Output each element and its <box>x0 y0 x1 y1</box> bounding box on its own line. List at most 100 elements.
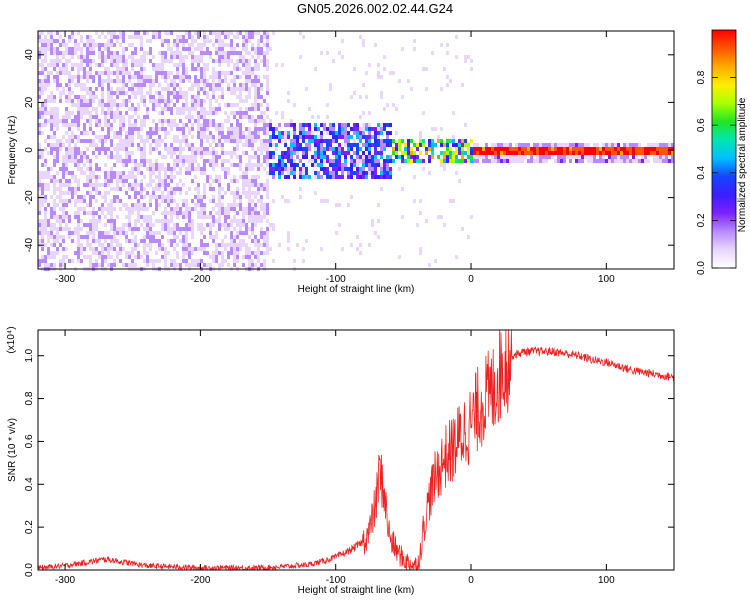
spectrogram-cell <box>206 91 209 95</box>
spectrogram-cell <box>482 151 485 155</box>
spectrogram-cell <box>176 47 179 51</box>
spectrogram-cell <box>98 187 101 191</box>
spectrogram-cell <box>83 55 86 59</box>
spectrogram-cell <box>170 215 173 219</box>
spectrogram-cell <box>212 223 215 227</box>
spectrogram-cell <box>479 159 482 163</box>
spectrogram-cell <box>158 35 161 39</box>
spectrogram-cell <box>71 79 74 83</box>
spectrogram-cell <box>200 67 203 71</box>
spectrogram-cell <box>200 75 203 79</box>
spectrogram-cell <box>266 219 269 223</box>
spectrogram-cell <box>329 159 332 163</box>
spectrogram-cell <box>266 75 269 79</box>
spectrogram-cell <box>653 159 656 163</box>
spectrogram-cell <box>362 175 365 179</box>
spectrogram-cell <box>239 71 242 75</box>
spectrogram-cell <box>395 183 398 187</box>
spectrogram-cell <box>212 219 215 223</box>
spectrogram-cell <box>305 175 308 179</box>
spectrogram-cell <box>455 131 458 135</box>
spectrogram-cell <box>179 63 182 67</box>
spectrogram-cell <box>53 191 56 195</box>
spectrogram-cell <box>272 151 275 155</box>
spectrogram-cell <box>233 219 236 223</box>
spectrogram-cell <box>164 87 167 91</box>
spectrogram-cell <box>83 79 86 83</box>
spectrogram-cell <box>662 155 665 159</box>
spectrogram-cell <box>470 139 473 143</box>
spectrogram-cell <box>182 239 185 243</box>
spectrogram-cell <box>119 131 122 135</box>
spectrogram-cell <box>53 67 56 71</box>
spectrogram-cell <box>77 123 80 127</box>
spectrogram-cell <box>152 123 155 127</box>
spectrogram-cell <box>56 83 59 87</box>
spectrogram-cell <box>242 211 245 215</box>
spectrogram-cell <box>257 95 260 99</box>
spectrogram-cell <box>209 163 212 167</box>
spectrogram-cell <box>56 155 59 159</box>
spectrogram-cell <box>110 239 113 243</box>
spectrogram-cell <box>284 123 287 127</box>
spectrogram-cell <box>122 239 125 243</box>
spectrogram-cell <box>266 35 269 39</box>
spectrogram-cell <box>371 127 374 131</box>
spectrogram-cell <box>89 123 92 127</box>
spectrogram-cell <box>116 63 119 67</box>
spectrogram-cell <box>479 151 482 155</box>
spectrogram-cell <box>113 35 116 39</box>
spectrogram-cell <box>68 199 71 203</box>
spectrogram-cell <box>68 159 71 163</box>
spectrogram-cell <box>125 63 128 67</box>
spectrogram-cell <box>149 83 152 87</box>
spectrogram-cell <box>86 235 89 239</box>
spectrogram-cell <box>245 219 248 223</box>
spectrogram-cell <box>179 247 182 251</box>
spectrogram-cell <box>89 95 92 99</box>
spectrogram-cell <box>209 91 212 95</box>
spectrogram-cell <box>296 243 299 247</box>
spectrogram-cell <box>344 159 347 163</box>
spectrogram-cell <box>656 151 659 155</box>
spectrogram-cell <box>137 203 140 207</box>
spectrogram-cell <box>137 87 140 91</box>
spectrogram-cell <box>149 39 152 43</box>
spectrogram-cell <box>233 103 236 107</box>
spectrogram-cell <box>413 159 416 163</box>
spectrogram-cell <box>152 79 155 83</box>
spectrogram-cell <box>572 143 575 147</box>
spectrogram-cell <box>77 115 80 119</box>
spectrogram-cell <box>383 159 386 163</box>
spectrogram-cell <box>266 71 269 75</box>
spectrogram-cell <box>254 95 257 99</box>
spectrogram-cell <box>143 183 146 187</box>
spectrogram-cell <box>83 155 86 159</box>
spectrogram-cell <box>200 107 203 111</box>
spectrogram-cell <box>173 223 176 227</box>
spectrogram-cell <box>92 79 95 83</box>
spectrogram-cell <box>110 111 113 115</box>
spectrogram-cell <box>134 63 137 67</box>
spectrogram-cell <box>218 127 221 131</box>
spectrogram-cell <box>137 163 140 167</box>
spectrogram-cell <box>59 223 62 227</box>
spectrogram-cell <box>209 215 212 219</box>
spectrogram-cell <box>80 155 83 159</box>
spectrogram-cell <box>65 211 68 215</box>
spectrogram-cell <box>182 135 185 139</box>
spectrogram-cell <box>86 71 89 75</box>
spectrogram-cell <box>158 143 161 147</box>
spectrogram-cell <box>422 159 425 163</box>
spectrogram-cell <box>86 47 89 51</box>
spectrogram-cell <box>38 111 41 115</box>
spectrogram-cell <box>263 111 266 115</box>
spectrogram-cell <box>77 47 80 51</box>
spectrogram-cell <box>185 31 188 35</box>
spectrogram-cell <box>242 223 245 227</box>
spectrogram-cell <box>98 43 101 47</box>
spectrogram-cell <box>359 79 362 83</box>
spectrogram-cell <box>275 143 278 147</box>
spectrogram-cell <box>239 139 242 143</box>
spectrogram-cell <box>377 127 380 131</box>
